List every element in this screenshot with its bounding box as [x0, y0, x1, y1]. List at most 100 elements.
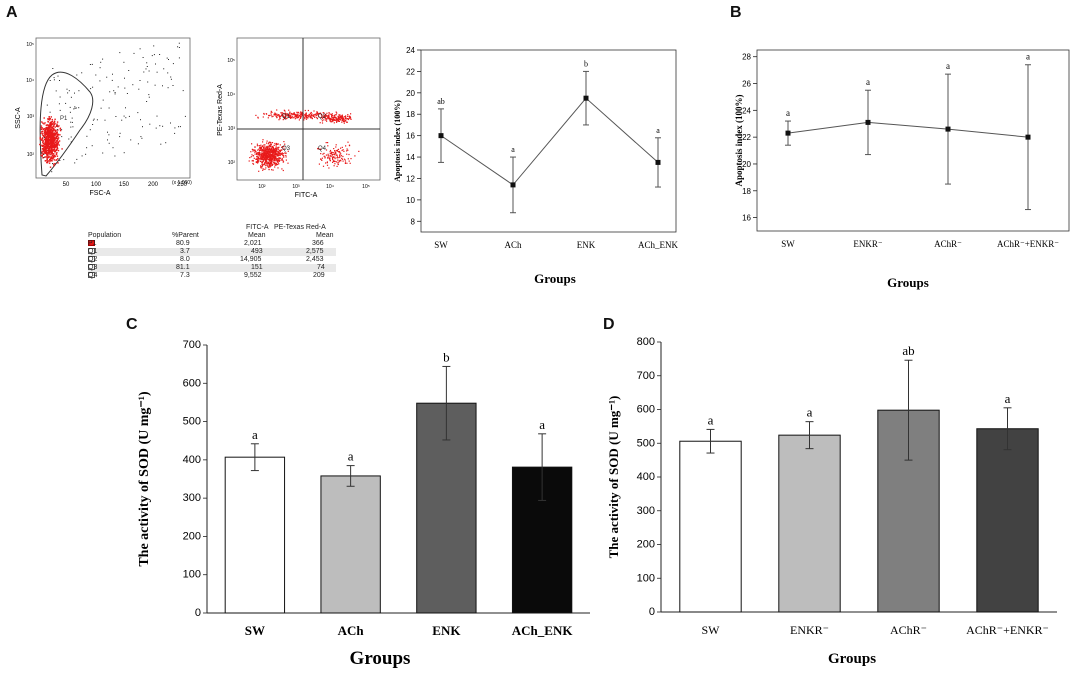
y-tick-label: 700: [183, 339, 201, 351]
y-tick-label: 300: [637, 505, 655, 517]
scatter-point: [256, 156, 258, 158]
scatter-point: [326, 164, 329, 166]
scatter-point: [51, 147, 53, 149]
scatter-point: [344, 119, 346, 121]
scatter-point: [112, 147, 114, 149]
scatter1-x-tick: 100: [91, 182, 102, 188]
scatter-point: [337, 157, 339, 159]
scatter-point: [46, 142, 49, 145]
scatter-point: [49, 141, 52, 143]
scatter-point: [40, 154, 42, 156]
scatter-point: [264, 168, 266, 170]
scatter-point: [327, 145, 329, 147]
scatter-point: [263, 162, 266, 164]
scatter-point: [49, 111, 51, 113]
scatter-point: [145, 68, 147, 70]
scatter-point: [343, 158, 345, 160]
scatter-point: [277, 151, 279, 153]
scatter-point: [261, 162, 263, 164]
scatter-point: [347, 141, 349, 143]
scatter-point: [336, 150, 339, 152]
scatter-point: [44, 142, 46, 144]
significance-letter: a: [786, 108, 790, 118]
data-point: [945, 126, 951, 132]
scatter-point: [279, 150, 282, 152]
scatter-point: [274, 149, 276, 151]
scatter-point: [333, 119, 335, 121]
scatter-point: [252, 155, 255, 157]
population-fitc-mean: 14,905: [240, 256, 262, 263]
y-tick-label: 500: [183, 416, 201, 428]
scatter-point: [338, 161, 340, 163]
scatter-point: [52, 153, 54, 155]
scatter-point: [268, 150, 271, 152]
series-line: [440, 97, 659, 186]
y-tick-label: 18: [742, 187, 751, 196]
scatter-point: [281, 168, 283, 170]
y-tick-label: 200: [637, 539, 655, 551]
scatter-point: [281, 153, 283, 155]
scatter-point: [46, 132, 48, 135]
scatter-point: [329, 160, 331, 162]
scatter-point: [335, 111, 337, 113]
scatter2-x-tick: 10²: [258, 184, 266, 190]
scatter-point: [336, 112, 338, 114]
scatter-point: [282, 159, 284, 162]
scatter-point: [279, 150, 281, 152]
bar: [778, 434, 841, 613]
y-tick-label: 0: [649, 606, 655, 618]
scatter-point: [53, 135, 55, 138]
scatter-point: [269, 151, 271, 153]
scatter-point: [256, 161, 258, 163]
scatter-point: [40, 132, 42, 135]
scatter-point: [53, 134, 55, 136]
scatter-point: [265, 158, 267, 160]
scatter-point: [51, 132, 54, 135]
scatter-point: [327, 118, 329, 120]
scatter-point: [265, 162, 268, 164]
scatter-point: [53, 129, 55, 131]
scatter-point: [138, 88, 140, 90]
bar: [320, 475, 381, 614]
scatter-point: [316, 118, 318, 120]
scatter-point: [334, 160, 336, 163]
population-pe-mean: 366: [312, 240, 324, 247]
scatter-point: [349, 117, 351, 119]
scatter-point: [53, 128, 55, 130]
scatter-point: [57, 134, 59, 137]
scatter-point: [273, 159, 275, 161]
scatter-point: [337, 116, 339, 118]
scatter2-y-tick: 10⁴: [227, 92, 235, 98]
scatter-point: [44, 156, 46, 158]
scatter-point: [327, 153, 329, 155]
scatter-point: [282, 153, 284, 155]
scatter-point: [346, 162, 348, 164]
scatter-point: [49, 129, 52, 131]
scatter-point: [140, 119, 141, 121]
scatter-point: [56, 123, 58, 125]
scatter-point: [254, 153, 256, 155]
x-tick-label: ACh: [504, 240, 522, 250]
scatter-point: [291, 116, 293, 118]
scatter-point: [56, 121, 59, 123]
series-line: [787, 121, 1029, 138]
scatter-point: [333, 165, 335, 167]
scatter-point: [344, 162, 346, 164]
scatter-point: [44, 147, 46, 150]
scatter-point: [345, 116, 347, 118]
scatter-point: [85, 153, 87, 155]
scatter-point: [274, 112, 276, 114]
y-axis-label: The activity of SOD (U mg⁻¹): [137, 391, 152, 567]
scatter-point: [49, 150, 51, 152]
scatter-point: [56, 129, 58, 131]
scatter-point: [43, 143, 46, 145]
scatter-point: [278, 151, 280, 153]
scatter-point: [42, 157, 44, 159]
scatter-point: [57, 133, 60, 136]
scatter-point: [264, 148, 266, 150]
scatter-point: [320, 148, 322, 150]
scatter-point: [294, 114, 296, 116]
scatter-point: [267, 165, 269, 167]
scatter-point: [328, 167, 330, 169]
scatter-point: [265, 154, 267, 156]
